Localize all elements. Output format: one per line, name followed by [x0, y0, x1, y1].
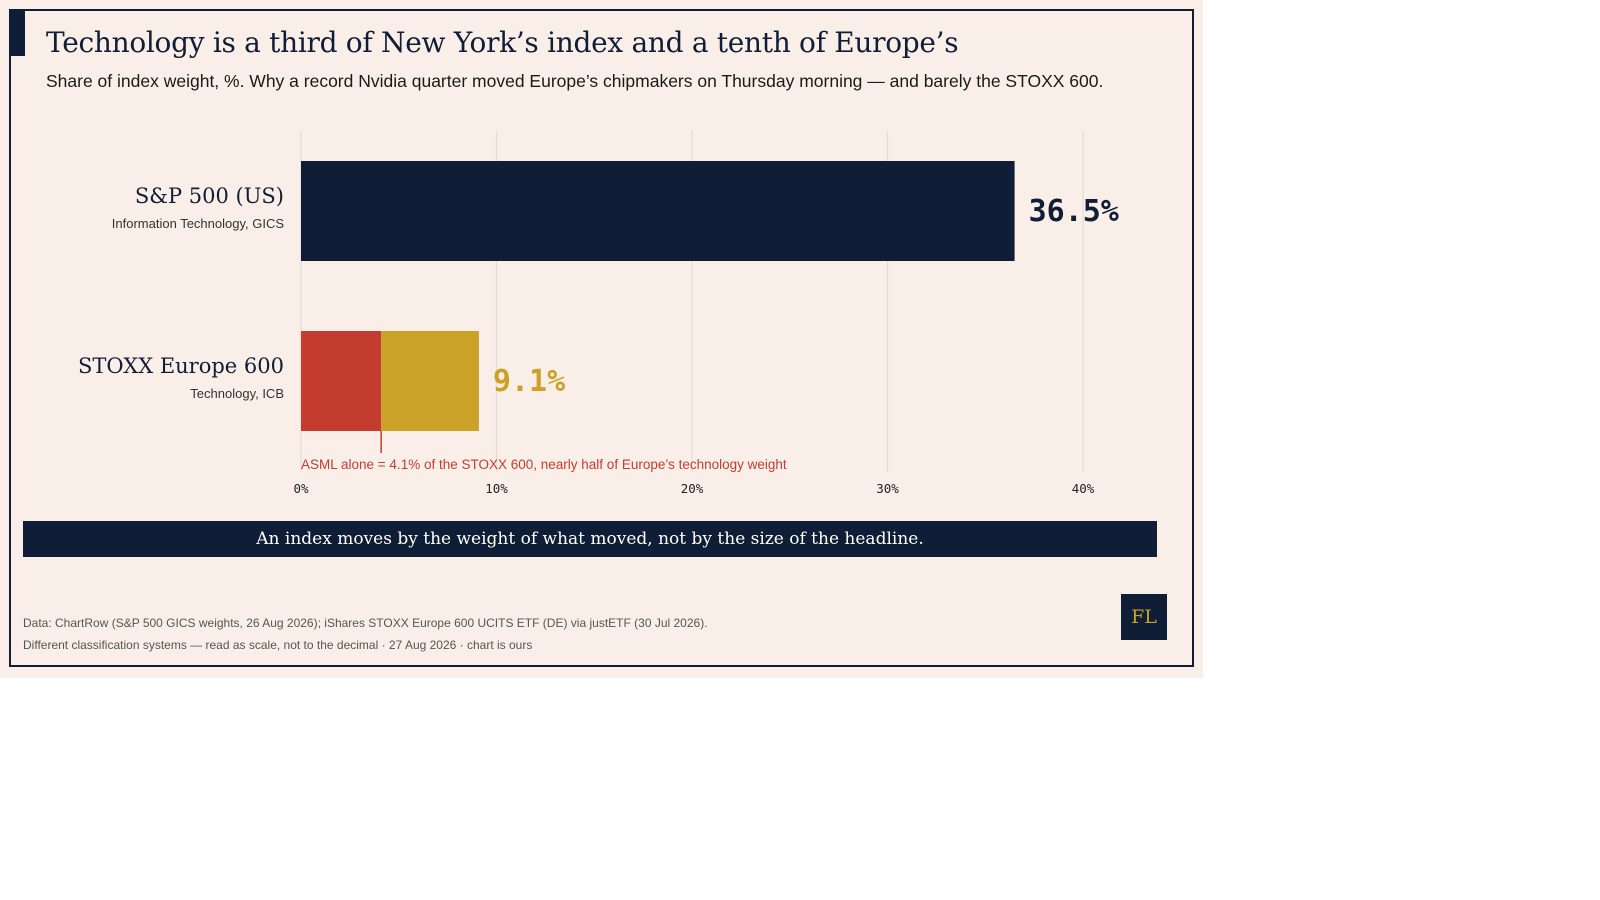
bar-remainder-segment	[381, 331, 479, 431]
bar-highlight-segment	[301, 331, 382, 431]
x-tick-label: 40%	[1072, 481, 1095, 496]
page-background: Technology is a third of New York’s inde…	[0, 0, 1203, 678]
category-label: STOXX Europe 600	[78, 354, 284, 378]
annotation-text: ASML alone = 4.1% of the STOXX 600, near…	[301, 457, 787, 472]
category-sublabel: Information Technology, GICS	[112, 216, 285, 231]
bar-chart: 0% 10% 20% 30% 40% S&P 500 (US) Information Te…	[78, 131, 1119, 496]
bar	[301, 161, 1015, 261]
value-label: 36.5%	[1029, 194, 1119, 229]
x-tick-label: 20%	[681, 481, 704, 496]
chart-title: Technology is a third of New York’s inde…	[46, 26, 959, 59]
x-tick-label: 0%	[293, 481, 309, 496]
category-sublabel: Technology, ICB	[190, 386, 284, 401]
source-note: Data: ChartRow (S&P 500 GICS weights, 26…	[23, 616, 708, 630]
x-tick-label: 30%	[876, 481, 899, 496]
x-tick-label: 10%	[485, 481, 508, 496]
accent-tab	[11, 11, 25, 56]
classification-note: Different classification systems — read …	[23, 638, 533, 652]
category-label: S&P 500 (US)	[135, 184, 284, 208]
chart-subtitle: Share of index weight, %. Why a record N…	[46, 71, 1104, 91]
value-label: 9.1%	[493, 364, 565, 399]
takeaway-banner: An index moves by the weight of what mov…	[23, 521, 1157, 557]
publisher-logo: FL	[1121, 594, 1167, 640]
chart-card: Technology is a third of New York’s inde…	[9, 9, 1194, 667]
